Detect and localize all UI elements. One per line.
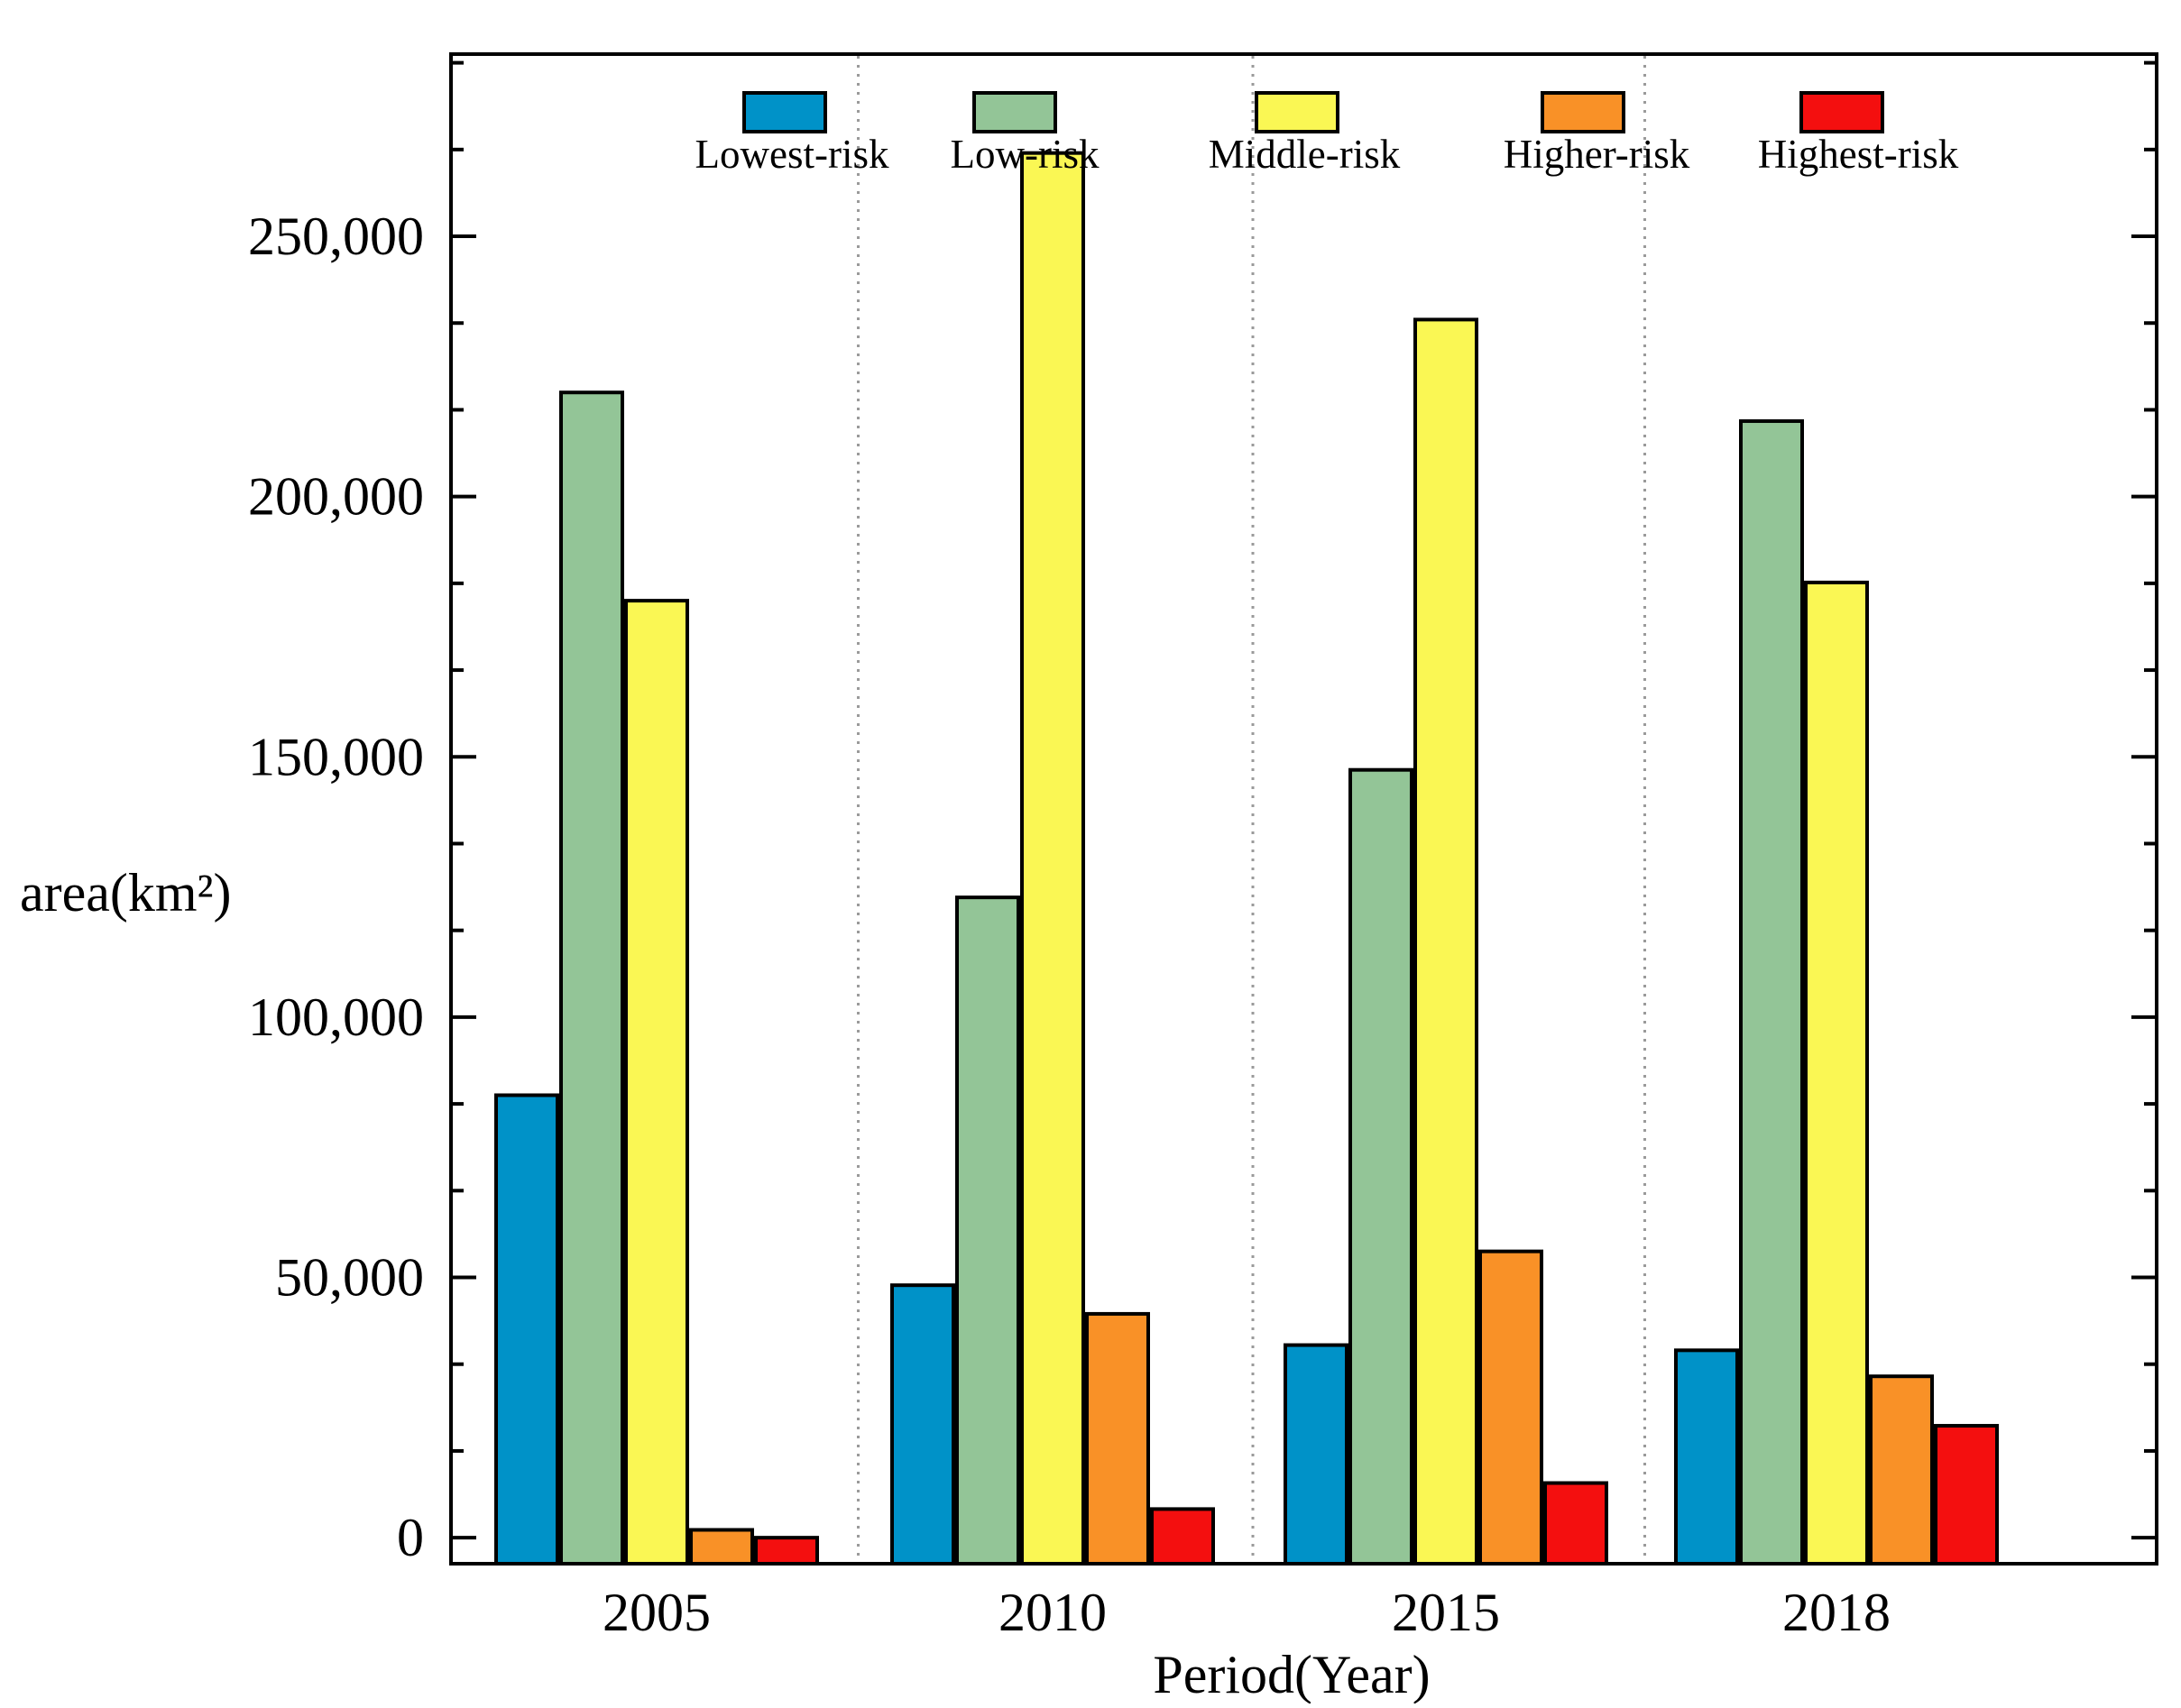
legend-swatch [1799, 91, 1884, 133]
x-category-label: 2005 [603, 1583, 711, 1642]
bar-low-risk-2018 [1739, 418, 1804, 1566]
bar-lowest-risk-2018 [1674, 1348, 1739, 1566]
bar-highest-risk-2018 [1934, 1424, 1999, 1566]
bar-middle-risk-2005 [624, 599, 689, 1566]
x-category-label: 2015 [1392, 1583, 1500, 1642]
bar-higher-risk-2010 [1085, 1311, 1150, 1566]
legend-swatch [742, 91, 827, 133]
legend-item: Low-risk [951, 91, 1100, 177]
bar-middle-risk-2010 [1020, 151, 1085, 1566]
bar-middle-risk-2015 [1413, 317, 1478, 1566]
grid-layer [857, 56, 1646, 1562]
legend-label: Higher-risk [1504, 132, 1690, 177]
y-tick-label: 0 [397, 1508, 424, 1567]
bar-lowest-risk-2010 [890, 1283, 955, 1566]
y-axis-title: area(km²) [20, 863, 232, 923]
legend-label: Lowest-risk [695, 132, 889, 177]
ticks-layer [451, 60, 2157, 1540]
bar-lowest-risk-2015 [1284, 1343, 1348, 1566]
bar-highest-risk-2005 [754, 1536, 819, 1566]
y-tick-label: 250,000 [248, 207, 424, 266]
legend-item: Lowest-risk [695, 91, 889, 177]
bar-highest-risk-2010 [1150, 1507, 1215, 1566]
legend-label: Highest-risk [1758, 132, 1959, 177]
legend: Lowest-risk Low-risk Middle-risk Higher-ris… [695, 91, 1959, 177]
bar-low-risk-2015 [1348, 767, 1413, 1566]
legend-item: Highest-risk [1758, 91, 1959, 177]
bar-middle-risk-2018 [1804, 580, 1869, 1566]
y-tick-label: 50,000 [275, 1248, 424, 1308]
bar-higher-risk-2018 [1869, 1374, 1934, 1566]
x-axis-title: Period(Year) [1153, 1645, 1430, 1703]
legend-item: Higher-risk [1504, 91, 1690, 177]
bar-higher-risk-2005 [689, 1528, 754, 1566]
bar-higher-risk-2015 [1478, 1249, 1543, 1566]
labels-layer: Period(Year) area(km²) 0 50,000 100,000 150… [20, 207, 1891, 1704]
legend-item: Middle-risk [1209, 91, 1401, 177]
bar-lowest-risk-2005 [494, 1093, 559, 1566]
x-category-label: 2018 [1782, 1583, 1891, 1642]
legend-swatch [1541, 91, 1625, 133]
legend-swatch [972, 91, 1057, 133]
x-category-label: 2010 [998, 1583, 1107, 1642]
plot-frame [449, 52, 2158, 1566]
y-tick-label: 150,000 [248, 727, 424, 786]
bars-layer [494, 151, 1999, 1566]
y-tick-label: 100,000 [248, 987, 424, 1047]
bar-low-risk-2010 [955, 895, 1020, 1566]
legend-swatch [1255, 91, 1339, 133]
bar-highest-risk-2015 [1543, 1481, 1608, 1566]
y-tick-label: 200,000 [248, 467, 424, 527]
legend-label: Middle-risk [1209, 132, 1401, 177]
legend-label: Low-risk [951, 132, 1100, 177]
bar-low-risk-2005 [559, 390, 624, 1566]
